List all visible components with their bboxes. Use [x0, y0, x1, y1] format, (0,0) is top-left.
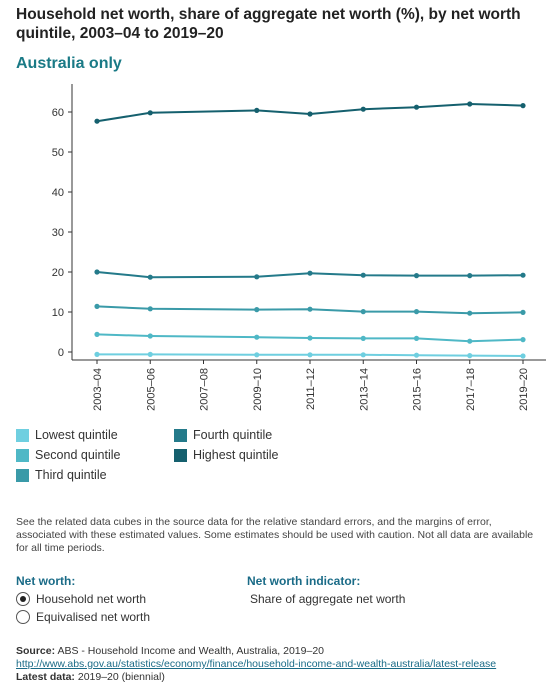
- legend-item-second[interactable]: Second quintile: [16, 448, 120, 462]
- data-point: [307, 335, 313, 341]
- data-point: [254, 274, 260, 280]
- chart-legend: Lowest quintile Second quintile Third qu…: [16, 428, 416, 488]
- data-point: [254, 107, 260, 113]
- series-line: [96, 102, 524, 123]
- data-point: [94, 303, 100, 309]
- x-tick-label: 2005–06: [145, 368, 157, 411]
- legend-item-lowest[interactable]: Lowest quintile: [16, 428, 118, 442]
- data-point: [413, 352, 420, 358]
- radio-household-net-worth[interactable]: Household net worth: [16, 592, 150, 606]
- radio-label: Household net worth: [36, 592, 147, 606]
- legend-item-fourth[interactable]: Fourth quintile: [174, 428, 272, 442]
- data-point: [254, 334, 260, 340]
- x-tick-label: 2011–12: [305, 368, 317, 410]
- series-line: [96, 271, 524, 279]
- x-tick-label: 2003–04: [92, 368, 104, 411]
- data-point: [360, 335, 366, 341]
- data-point: [467, 353, 473, 359]
- data-point: [147, 274, 153, 280]
- data-point: [147, 306, 153, 312]
- legend-item-third[interactable]: Third quintile: [16, 468, 107, 482]
- legend-label: Lowest quintile: [35, 428, 118, 442]
- legend-swatch: [174, 428, 187, 442]
- data-point: [413, 273, 420, 279]
- data-point: [254, 307, 260, 313]
- x-tick-label: 2007–08: [199, 368, 211, 411]
- legend-swatch: [16, 468, 29, 482]
- data-point: [467, 338, 473, 344]
- line-chart: 0 10 20 30 40 50 60 2003–04 2005–06 2007–08 2009–1…: [52, 84, 546, 411]
- legend-swatch: [174, 448, 187, 462]
- data-point: [413, 104, 420, 110]
- latest-data-value: 2019–20 (biennial): [77, 671, 165, 683]
- data-point: [360, 352, 366, 358]
- legend-label: Second quintile: [35, 448, 121, 462]
- data-point: [467, 273, 473, 279]
- data-point: [360, 309, 366, 315]
- data-point: [254, 352, 260, 358]
- data-point: [413, 335, 420, 341]
- data-point: [520, 272, 526, 278]
- data-point: [360, 106, 366, 112]
- data-point: [147, 351, 153, 357]
- chart-subtitle: Australia only: [16, 55, 122, 72]
- data-point: [307, 270, 313, 276]
- data-point: [520, 353, 526, 359]
- net-worth-selector: Net worth: Household net worth Equivalis…: [16, 574, 150, 624]
- x-tick-label: 2015–16: [412, 368, 424, 411]
- x-tick-label: 2017–18: [465, 368, 477, 411]
- x-tick-label: 2019–20: [518, 368, 530, 411]
- radio-button-checked[interactable]: [16, 592, 30, 606]
- x-tick-label: 2009–10: [252, 368, 264, 411]
- y-tick-label: 60: [52, 107, 64, 119]
- data-point: [94, 269, 100, 275]
- data-point: [94, 118, 100, 124]
- data-point: [94, 351, 100, 357]
- legend-swatch: [16, 428, 29, 442]
- net-worth-label: Net worth:: [16, 574, 76, 588]
- source-text: ABS - Household Income and Wealth, Austr…: [57, 645, 324, 657]
- series-line: [97, 353, 524, 357]
- source-block: Source: ABS - Household Income and Wealt…: [16, 645, 496, 684]
- legend-label: Highest quintile: [193, 448, 279, 462]
- legend-swatch: [16, 448, 29, 462]
- data-point: [467, 310, 473, 316]
- indicator-selector: Net worth indicator: Share of aggregate …: [247, 574, 405, 606]
- data-point: [147, 333, 153, 339]
- chart-footnote: See the related data cubes in the source…: [16, 516, 534, 554]
- data-point: [94, 331, 100, 337]
- y-tick-label: 30: [52, 227, 64, 239]
- data-point: [147, 110, 153, 116]
- data-point: [467, 101, 473, 107]
- legend-label: Third quintile: [35, 468, 107, 482]
- data-point: [307, 111, 313, 117]
- x-tick-label: 2013–14: [358, 368, 370, 411]
- y-tick-label: 0: [58, 347, 64, 359]
- radio-button[interactable]: [16, 610, 30, 624]
- data-point: [307, 352, 313, 358]
- source-link[interactable]: http://www.abs.gov.au/statistics/economy…: [16, 658, 497, 670]
- data-point: [520, 309, 526, 315]
- data-point: [360, 272, 366, 278]
- y-tick-label: 10: [52, 307, 64, 319]
- series-line: [96, 333, 524, 343]
- radio-equivalised-net-worth[interactable]: Equivalised net worth: [16, 610, 150, 624]
- indicator-value: Share of aggregate net worth: [250, 592, 406, 606]
- data-point: [307, 306, 313, 312]
- legend-label: Fourth quintile: [193, 428, 273, 442]
- series-line: [96, 305, 524, 315]
- y-tick-label: 50: [52, 147, 64, 159]
- y-tick-label: 20: [52, 267, 64, 279]
- radio-label: Equivalised net worth: [36, 610, 151, 624]
- data-point: [413, 309, 420, 315]
- legend-item-highest[interactable]: Highest quintile: [174, 448, 278, 462]
- chart-title: Household net worth, share of aggregate …: [16, 6, 521, 42]
- data-point: [520, 337, 526, 343]
- indicator-label: Net worth indicator:: [247, 574, 361, 588]
- data-point: [520, 103, 526, 109]
- y-tick-label: 40: [52, 187, 64, 199]
- source-label: Source:: [16, 645, 56, 657]
- latest-data-label: Latest data:: [16, 671, 75, 683]
